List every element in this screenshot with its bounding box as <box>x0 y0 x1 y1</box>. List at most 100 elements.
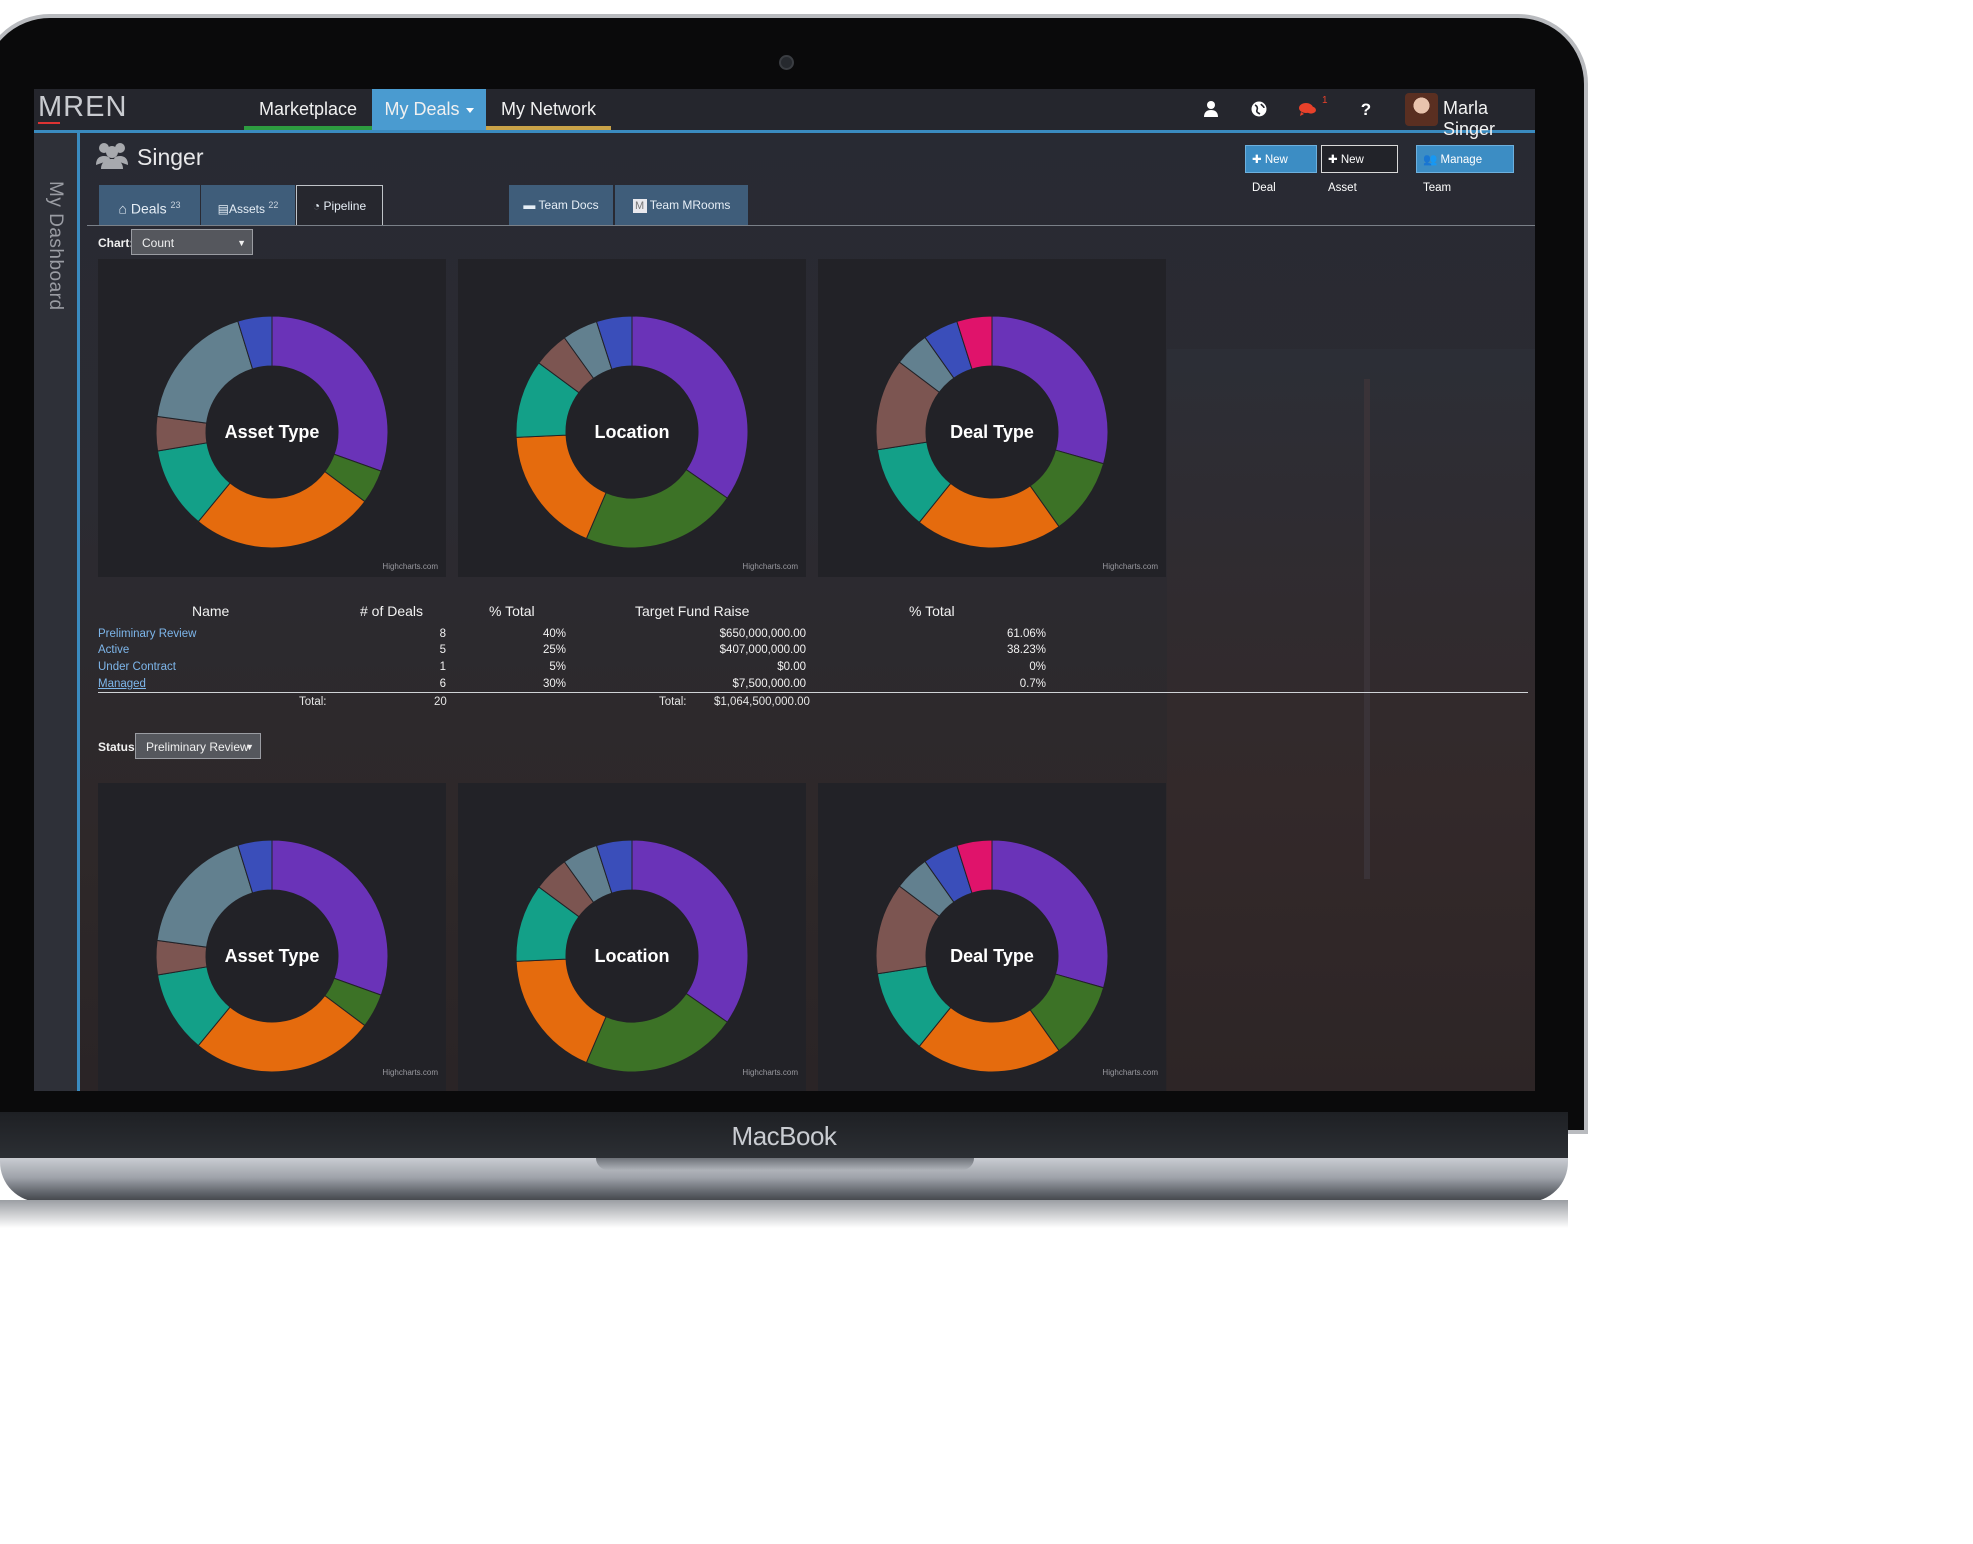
chart-panel-location: Location Highcharts.com <box>458 259 806 577</box>
nav-my-deals-label: My Deals <box>384 99 460 119</box>
user-name[interactable]: Marla Singer <box>1443 98 1496 139</box>
row-raise: $0.00 <box>777 661 806 673</box>
nav-my-deals[interactable]: My Deals <box>372 89 486 130</box>
table-row: Preliminary Review 8 40% $650,000,000.00… <box>98 628 1528 645</box>
row-name-link[interactable]: Active <box>98 644 130 656</box>
background-tower <box>1364 379 1370 879</box>
new-asset-button[interactable]: ✚ New Asset <box>1321 145 1398 194</box>
chart-select-label: Chart: <box>98 236 134 250</box>
donut-slice[interactable] <box>237 315 273 370</box>
col-header-raise: Target Fund Raise <box>635 603 750 619</box>
total-deals: 20 <box>434 696 447 708</box>
page-title: Singer <box>137 144 204 170</box>
plus-icon: ✚ <box>1252 154 1265 166</box>
nav-my-network[interactable]: My Network <box>486 89 611 130</box>
globe-icon[interactable] <box>1249 100 1269 120</box>
tab-assets[interactable]: ▤Assets 22 <box>201 185 295 225</box>
donut-slice[interactable] <box>631 315 749 499</box>
chart-panel-deal-type-filtered: Deal Type Highcharts.com <box>818 783 1166 1091</box>
tab-divider <box>87 225 1535 226</box>
donut-slice[interactable] <box>595 315 633 370</box>
chart-credit[interactable]: Highcharts.com <box>1102 1068 1158 1077</box>
chevron-down-icon: ▼ <box>237 238 246 248</box>
donut-slice[interactable] <box>631 839 749 1023</box>
tab-pipeline-label: Pipeline <box>323 199 367 213</box>
team-icon <box>95 141 129 176</box>
table-row: Managed 6 30% $7,500,000.00 0.7% <box>98 678 1528 695</box>
row-deals: 6 <box>439 678 446 690</box>
donut-slice[interactable] <box>515 958 607 1064</box>
chart-credit[interactable]: Highcharts.com <box>382 562 438 571</box>
row-name-link[interactable]: Managed <box>98 678 146 690</box>
row-pct: 40% <box>542 628 566 640</box>
donut-slice[interactable] <box>271 315 389 472</box>
chart-credit[interactable]: Highcharts.com <box>382 1068 438 1077</box>
chart-credit[interactable]: Highcharts.com <box>742 1068 798 1077</box>
row-deals: 8 <box>439 628 446 640</box>
new-deal-label: New Deal <box>1252 154 1288 194</box>
row-deals: 1 <box>439 661 446 673</box>
donut-slice[interactable] <box>197 994 366 1073</box>
user-icon[interactable] <box>1201 100 1221 120</box>
donut-slice[interactable] <box>271 839 389 996</box>
row-raise-pct: 61.06% <box>1006 628 1046 640</box>
nav-marketplace[interactable]: Marketplace <box>244 89 372 130</box>
new-deal-button[interactable]: ✚ New Deal <box>1245 145 1317 194</box>
row-pct: 5% <box>549 661 566 673</box>
donut-slice[interactable] <box>515 434 607 540</box>
total-label: Total: <box>299 696 327 708</box>
row-raise: $407,000,000.00 <box>719 644 806 656</box>
sidebar-toggle-my-dashboard[interactable]: My Dashboard <box>45 181 66 311</box>
tab-deals-label: Deals <box>130 200 167 217</box>
tab-team-mrooms[interactable]: M Team MRooms <box>615 185 748 225</box>
status-select[interactable]: Preliminary Review ▼ <box>135 733 261 759</box>
chart-panel-deal-type: Deal Type Highcharts.com <box>818 259 1166 577</box>
donut-center-title: Asset Type <box>225 946 320 966</box>
donut-slice[interactable] <box>991 315 1109 465</box>
col-header-pct: % Total <box>489 603 535 619</box>
laptop-shadow <box>0 1200 1568 1228</box>
top-navbar: MREN Marketplace My Deals My Network 1 ?… <box>34 89 1535 139</box>
donut-slice[interactable] <box>156 320 254 424</box>
chart-select[interactable]: Count ▼ <box>131 229 253 255</box>
chevron-down-icon <box>465 107 474 113</box>
donut-center-title: Location <box>595 946 670 966</box>
tab-assets-label: Assets <box>228 202 265 216</box>
donut-slice[interactable] <box>595 839 633 894</box>
tab-deals[interactable]: ⌂ Deals 23 <box>99 185 200 225</box>
building-icon: ▤ <box>217 202 229 216</box>
tab-pipeline[interactable]: ◔ Pipeline <box>296 185 383 225</box>
background-skyline <box>1167 349 1535 1091</box>
donut-slice[interactable] <box>991 839 1109 989</box>
chart-credit[interactable]: Highcharts.com <box>1102 562 1158 571</box>
chart-credit[interactable]: Highcharts.com <box>742 562 798 571</box>
avatar[interactable] <box>1405 93 1438 126</box>
tab-team-docs[interactable]: ▬ Team Docs <box>509 185 613 225</box>
donut-slice[interactable] <box>237 839 273 894</box>
donut-slice[interactable] <box>956 315 993 370</box>
chat-icon[interactable] <box>1298 100 1318 120</box>
help-icon[interactable]: ? <box>1360 100 1372 119</box>
status-select-label: Status: <box>98 740 139 754</box>
tab-team-docs-label: Team Docs <box>538 198 599 212</box>
donut-slice[interactable] <box>156 844 254 948</box>
chart-panel-asset-type: Asset Type Highcharts.com <box>98 259 446 577</box>
donut-center-title: Asset Type <box>225 422 320 442</box>
donut-slice[interactable] <box>197 470 366 549</box>
row-name-link[interactable]: Preliminary Review <box>98 628 197 640</box>
total-label: Total: <box>659 696 687 708</box>
donut-deal-type-filtered: Deal Type <box>875 839 1109 1073</box>
row-deals: 5 <box>439 644 446 656</box>
device-label: MacBook <box>731 1121 837 1151</box>
app-screen: MREN Marketplace My Deals My Network 1 ?… <box>34 89 1535 1091</box>
row-name-link[interactable]: Under Contract <box>98 661 176 673</box>
notification-badge: 1 <box>1322 95 1328 106</box>
donut-slice[interactable] <box>956 839 993 894</box>
laptop-notch <box>596 1158 974 1170</box>
chart-panel-location-filtered: Location Highcharts.com <box>458 783 806 1091</box>
col-header-deals: # of Deals <box>360 603 424 619</box>
manage-team-button[interactable]: 👥 Manage Team <box>1416 145 1514 194</box>
app-logo[interactable]: MREN <box>38 91 128 123</box>
status-select-value: Preliminary Review <box>146 740 249 754</box>
row-raise-pct: 38.23% <box>1006 644 1046 656</box>
